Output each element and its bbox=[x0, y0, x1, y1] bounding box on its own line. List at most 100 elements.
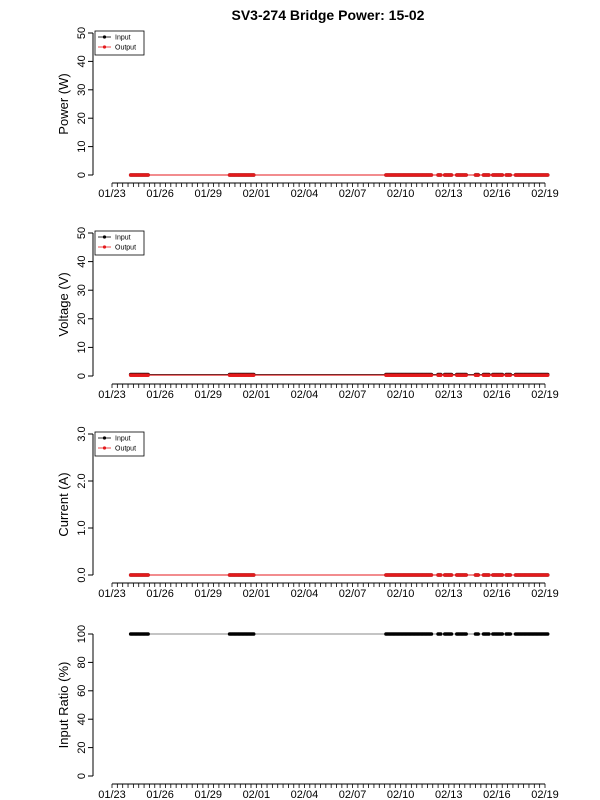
data-point bbox=[449, 632, 454, 636]
legend: Input Output bbox=[94, 30, 145, 56]
x-tick-label: 02/13 bbox=[435, 188, 463, 200]
y-tick-label: 10 bbox=[76, 140, 88, 152]
y-axis-label: Voltage (V) bbox=[56, 272, 71, 336]
x-tick-label: 02/04 bbox=[291, 588, 319, 600]
data-point bbox=[251, 632, 256, 636]
data-point bbox=[487, 573, 491, 577]
legend-swatch-point bbox=[102, 45, 107, 49]
legend-label: Output bbox=[115, 45, 136, 52]
data-point bbox=[449, 573, 454, 577]
x-tick-label: 02/10 bbox=[387, 188, 415, 200]
data-point bbox=[487, 373, 491, 377]
x-tick-label: 02/01 bbox=[243, 389, 271, 401]
y-tick-label: 2.0 bbox=[76, 473, 88, 488]
data-point bbox=[449, 173, 454, 177]
y-axis-label: Current (A) bbox=[56, 472, 71, 536]
data-point bbox=[464, 173, 468, 177]
x-tick-label: 01/23 bbox=[98, 188, 126, 200]
x-tick-label: 01/29 bbox=[194, 588, 222, 600]
x-tick-label: 01/29 bbox=[194, 789, 222, 800]
data-point bbox=[545, 573, 550, 577]
x-tick-label: 02/07 bbox=[339, 789, 367, 800]
series-output bbox=[128, 173, 550, 177]
y-tick-label: 0.0 bbox=[76, 567, 88, 582]
data-point bbox=[476, 632, 480, 636]
x-tick-label: 02/16 bbox=[483, 389, 511, 401]
x-tick-label: 02/19 bbox=[531, 789, 559, 800]
data-point bbox=[508, 573, 513, 577]
chart-title: SV3-274 Bridge Power: 15-02 bbox=[232, 7, 425, 23]
data-point bbox=[251, 373, 256, 377]
x-tick-label: 02/01 bbox=[243, 588, 271, 600]
data-point bbox=[429, 173, 434, 177]
legend-label: Output bbox=[115, 245, 136, 252]
x-tick-label: 02/04 bbox=[291, 389, 319, 401]
x-tick-label: 01/26 bbox=[146, 389, 174, 401]
y-tick-label: 30 bbox=[76, 284, 88, 296]
chart-panels: 0 10 20 30 40 50 Power (W) 01/23 01/26 01/29 02/01… bbox=[56, 27, 559, 800]
y-tick-label: 20 bbox=[76, 741, 88, 753]
y-tick-label: 1.0 bbox=[76, 520, 88, 535]
x-tick-label: 02/04 bbox=[291, 789, 319, 800]
data-point bbox=[146, 373, 150, 377]
y-tick-label: 0 bbox=[76, 773, 88, 779]
x-tick-label: 01/23 bbox=[98, 389, 126, 401]
x-tick-label: 02/13 bbox=[435, 588, 463, 600]
legend-box bbox=[94, 431, 145, 457]
y-tick-label: 0 bbox=[76, 373, 88, 379]
y-tick-label: 20 bbox=[76, 112, 88, 124]
data-point bbox=[438, 573, 443, 577]
series-output bbox=[128, 373, 550, 377]
data-point bbox=[508, 373, 513, 377]
x-tick-label: 02/13 bbox=[435, 389, 463, 401]
x-tick-label: 02/19 bbox=[531, 188, 559, 200]
chart-panel-2: 0 10 20 30 40 50 Voltage (V) 01/23 01/26 01/29 02/… bbox=[56, 227, 559, 401]
legend: Input Output bbox=[94, 431, 145, 457]
data-point bbox=[545, 632, 550, 636]
legend-label: Input bbox=[115, 436, 131, 443]
x-tick-label: 02/13 bbox=[435, 789, 463, 800]
data-point bbox=[251, 573, 256, 577]
x-tick-label: 02/19 bbox=[531, 588, 559, 600]
y-tick-label: 0 bbox=[76, 172, 88, 178]
x-tick-label: 02/07 bbox=[339, 188, 367, 200]
x-tick-label: 01/26 bbox=[146, 789, 174, 800]
chart-panel-3: 0.0 1.0 2.0 3.0 Current (A) 01/23 01/26 01/29 02… bbox=[56, 426, 559, 600]
x-tick-label: 02/01 bbox=[243, 789, 271, 800]
series-input-ratio bbox=[128, 632, 550, 636]
x-tick-label: 02/04 bbox=[291, 188, 319, 200]
data-point bbox=[476, 573, 480, 577]
legend-label: Output bbox=[115, 446, 136, 453]
data-point bbox=[508, 173, 513, 177]
data-point bbox=[251, 173, 256, 177]
legend-swatch-point bbox=[102, 436, 107, 440]
data-point bbox=[500, 373, 505, 377]
y-tick-label: 20 bbox=[76, 313, 88, 325]
data-point bbox=[545, 373, 550, 377]
data-point bbox=[545, 173, 550, 177]
data-point bbox=[500, 173, 505, 177]
data-point bbox=[476, 373, 480, 377]
legend-label: Input bbox=[115, 35, 131, 42]
y-tick-label: 10 bbox=[76, 341, 88, 353]
series-output bbox=[128, 573, 550, 577]
x-tick-label: 01/23 bbox=[98, 588, 126, 600]
data-point bbox=[146, 573, 150, 577]
data-point bbox=[438, 173, 443, 177]
x-tick-label: 01/23 bbox=[98, 789, 126, 800]
data-point bbox=[500, 632, 505, 636]
x-tick-label: 02/10 bbox=[387, 789, 415, 800]
legend-swatch-point bbox=[102, 446, 107, 450]
data-point bbox=[429, 573, 434, 577]
data-point bbox=[146, 173, 150, 177]
legend-swatch-point bbox=[102, 35, 107, 39]
y-tick-label: 60 bbox=[76, 685, 88, 697]
data-point bbox=[464, 373, 468, 377]
x-tick-label: 02/07 bbox=[339, 588, 367, 600]
data-point bbox=[438, 632, 443, 636]
data-point bbox=[438, 373, 443, 377]
y-tick-label: 40 bbox=[76, 255, 88, 267]
legend-swatch-point bbox=[102, 235, 107, 239]
y-axis-label: Power (W) bbox=[56, 73, 71, 134]
y-tick-label: 100 bbox=[76, 625, 88, 643]
